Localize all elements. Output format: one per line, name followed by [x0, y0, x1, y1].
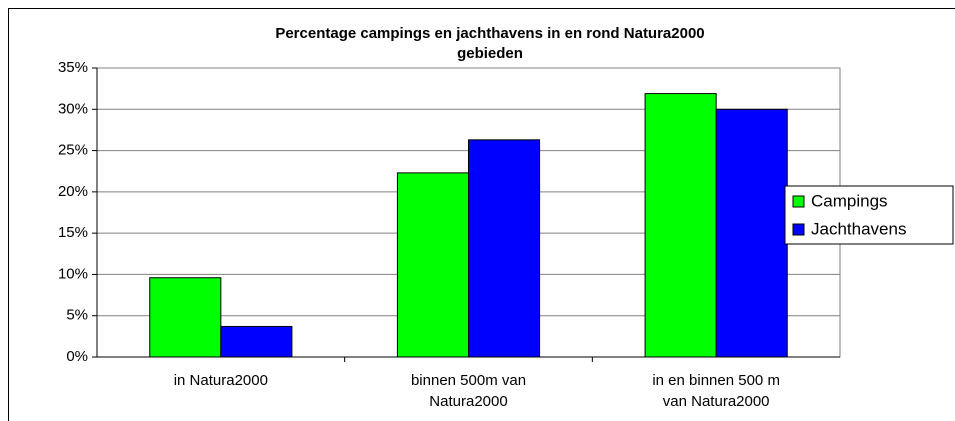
y-tick-label: 0%: [66, 348, 88, 365]
y-tick-label: 25%: [58, 142, 88, 159]
y-tick-label: 30%: [58, 100, 88, 117]
legend-swatch: [792, 223, 805, 236]
legend-box: [784, 185, 954, 245]
y-tick-label: 35%: [58, 59, 88, 76]
legend-label: Campings: [811, 191, 888, 210]
y-tick-label: 20%: [58, 183, 88, 200]
y-tick-label: 5%: [66, 307, 88, 324]
x-tick-label: in en binnen 500 m van Natura2000: [652, 372, 780, 410]
bar: [644, 93, 717, 358]
bar: [396, 172, 470, 358]
legend-swatch: [792, 195, 805, 208]
y-tick-label: 15%: [58, 224, 88, 241]
bar: [149, 277, 222, 358]
bar: [220, 325, 293, 358]
x-tick-label: binnen 500m van Natura2000: [410, 372, 527, 410]
y-tick-label: 10%: [58, 265, 88, 282]
bar: [468, 139, 541, 358]
chart-title: Percentage campings en jachthavens in en…: [275, 25, 705, 62]
x-tick-label: in Natura2000: [173, 372, 268, 389]
bar: [715, 108, 788, 358]
legend-label: Jachthavens: [811, 219, 906, 238]
